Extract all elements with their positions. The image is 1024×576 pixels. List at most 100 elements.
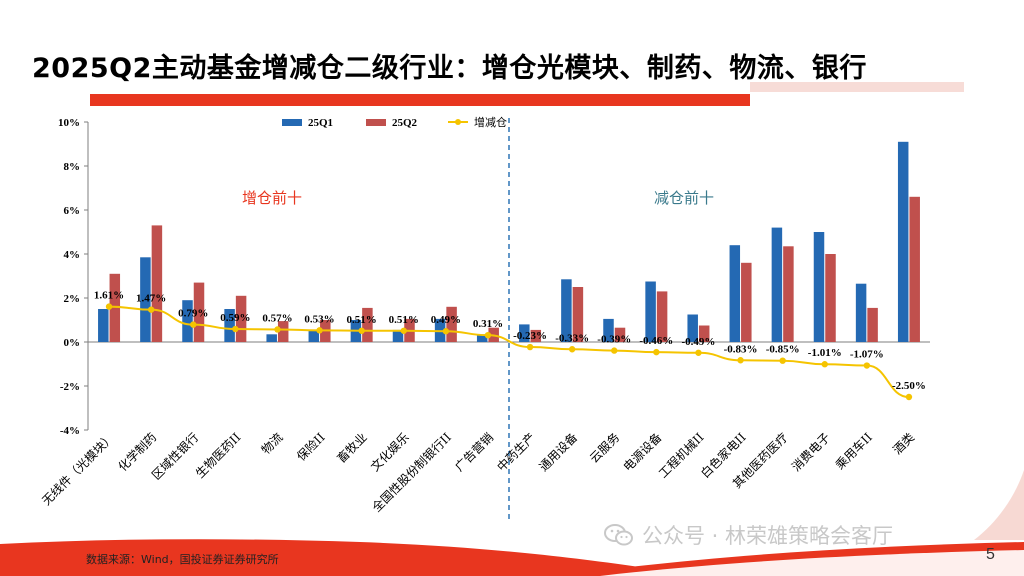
bar-25q2 <box>151 225 163 342</box>
change-data-label: 0.59% <box>220 312 250 324</box>
bar-25q1 <box>645 281 656 342</box>
bar-25q2 <box>530 329 542 342</box>
bar-25q2 <box>362 307 373 342</box>
bar-25q1 <box>813 232 825 342</box>
chart-bars <box>98 141 920 342</box>
x-category-label: 酒类 <box>890 430 917 457</box>
x-category-label: 生物医药II <box>193 430 244 481</box>
x-category-label: 乘用车II <box>832 429 875 472</box>
title-underline-tail <box>750 82 964 92</box>
change-point <box>232 325 239 333</box>
bar-25q2 <box>698 325 710 342</box>
footer-wave <box>0 539 1024 576</box>
x-category-label: 全国性股份制银行II <box>369 429 454 514</box>
chart-change-line <box>105 303 913 401</box>
bar-25q2 <box>277 321 289 342</box>
change-data-label: 0.53% <box>304 313 334 325</box>
change-point <box>358 327 365 334</box>
bar-25q1 <box>687 314 698 342</box>
change-data-label: -0.83% <box>724 343 758 355</box>
y-tick-label: 4% <box>64 249 81 261</box>
change-data-label: 1.61% <box>94 290 124 302</box>
change-data-label: -1.07% <box>850 349 884 361</box>
watermark-text: 公众号 · 林荣雄策略会客厅 <box>642 524 894 548</box>
change-point <box>442 328 450 335</box>
legend-25q1-swatch <box>282 119 302 126</box>
change-point <box>821 361 828 368</box>
change-point <box>190 321 197 328</box>
y-tick-label: -2% <box>60 381 80 393</box>
bar-25q1 <box>392 329 404 342</box>
x-category-label: 广告营销 <box>452 430 496 474</box>
bar-25q1 <box>476 334 488 342</box>
x-category-label: 云服务 <box>586 430 622 466</box>
x-category-label: 消费电子 <box>789 430 833 474</box>
bar-25q2 <box>572 287 584 342</box>
bar-25q2 <box>109 273 121 342</box>
bar-25q2 <box>783 246 794 342</box>
slide-title: 2025Q2主动基金增减仓二级行业：增仓光模块、制药、物流、银行 <box>32 53 867 84</box>
change-data-label: 0.31% <box>473 318 503 330</box>
bar-25q1 <box>897 141 909 342</box>
x-category-label: 保险II <box>293 429 327 463</box>
bar-25q1 <box>224 309 235 342</box>
bar-25q1 <box>140 257 151 342</box>
bar-25q2 <box>446 306 457 342</box>
x-category-label: 文化娱乐 <box>367 430 412 475</box>
change-point <box>737 357 744 364</box>
change-data-label: 0.51% <box>389 314 419 326</box>
change-point <box>400 327 407 334</box>
legend-change-marker <box>455 119 461 125</box>
change-point <box>611 347 618 354</box>
bar-25q1 <box>771 227 783 342</box>
bar-25q1 <box>603 318 614 342</box>
chart-axes: 10% 8% 6% 4% 2% 0% -2% -4% <box>58 117 930 520</box>
change-point <box>484 331 492 339</box>
change-point <box>105 303 113 310</box>
bar-25q2 <box>614 327 626 342</box>
bar-25q2 <box>656 291 668 342</box>
change-point <box>147 306 155 313</box>
change-point <box>274 326 281 333</box>
change-point <box>316 327 323 334</box>
x-category-label: 通用设备 <box>536 430 580 474</box>
legend-25q2-swatch <box>366 119 386 126</box>
change-point <box>863 362 871 369</box>
change-data-label: -1.01% <box>808 347 842 359</box>
y-tick-label: -4% <box>60 425 80 437</box>
x-category-label: 畜牧业 <box>334 430 370 466</box>
y-tick-label: 0% <box>64 337 81 349</box>
legend-25q2-label: 25Q2 <box>392 117 418 129</box>
annotation-decrease-top10: 减仓前十 <box>654 189 714 207</box>
change-data-label: 0.49% <box>431 314 461 326</box>
legend-change-label: 增减仓 <box>474 115 507 129</box>
bar-25q1 <box>855 283 867 342</box>
change-data-label: 0.79% <box>178 308 208 320</box>
change-point <box>568 346 576 353</box>
watermark: 公众号 · 林荣雄策略会客厅 <box>604 520 893 550</box>
page-number: 5 <box>986 546 995 563</box>
footer-band <box>0 538 1024 576</box>
bar-25q2 <box>741 262 752 342</box>
change-point <box>653 348 660 356</box>
change-data-label: 1.47% <box>136 293 166 305</box>
bar-25q1 <box>98 309 109 342</box>
bar-line-chart: 10%8%6%4%2%0%-2%-4% 无线件（光模块）化学制药区域性银行生物医… <box>39 115 930 520</box>
x-category-label: 中药生产 <box>494 430 539 475</box>
wechat-icon <box>604 524 633 546</box>
y-tick-label: 8% <box>64 161 81 173</box>
change-data-label: -0.85% <box>766 344 800 356</box>
bar-25q1 <box>266 334 277 342</box>
legend-25q1-label: 25Q1 <box>308 117 333 129</box>
chart-legend: 25Q1 25Q2 增减仓 <box>282 115 507 129</box>
bar-25q2 <box>825 254 836 342</box>
change-data-label: -0.39% <box>597 334 631 346</box>
bar-25q1 <box>182 300 193 342</box>
x-category-label: 电源设备 <box>621 430 665 474</box>
annotation-increase-top10: 增仓前十 <box>242 189 302 207</box>
bar-25q2 <box>867 307 878 342</box>
change-data-label: -2.50% <box>892 380 926 392</box>
title-underline-bar <box>90 94 750 106</box>
bar-25q1 <box>308 331 320 342</box>
data-source-note: 数据来源：Wind，国投证券证券研究所 <box>86 553 279 566</box>
